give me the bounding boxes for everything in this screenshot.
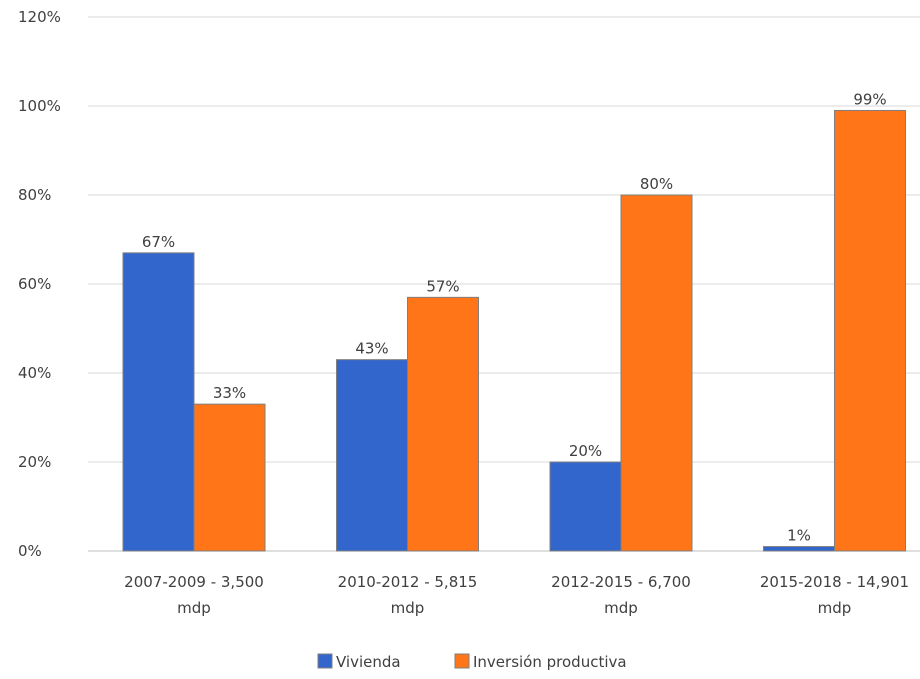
bar-vivienda-4 — [763, 546, 835, 552]
legend-label-vivienda: Vivienda — [336, 653, 401, 671]
bars — [122, 109, 906, 552]
x-category-label: 2012-2015 - 6,700 mdp — [551, 573, 691, 617]
data-labels: 67% 43% 20% 1% 33% 57% 80% 99% — [142, 90, 887, 544]
data-label: 80% — [640, 175, 673, 193]
y-tick-label: 0% — [18, 542, 42, 560]
legend-label-inversion-productiva: Inversión productiva — [473, 653, 627, 671]
bar-vivienda-2 — [336, 359, 408, 552]
y-tick-label: 60% — [18, 275, 51, 293]
bar-inversion-productiva-4 — [834, 109, 906, 552]
legend-swatch-inversion-productiva — [454, 653, 470, 669]
y-axis-ticks: 0% 20% 40% 60% 80% 100% 120% — [18, 8, 61, 560]
legend-swatch-vivienda — [317, 653, 333, 669]
x-axis-categories: 2007-2009 - 3,500 mdp 2010-2012 - 5,815 mdp… — [124, 573, 909, 617]
bar-inversion-productiva-1 — [193, 403, 266, 552]
data-label: 33% — [213, 384, 246, 402]
x-category-label: 2010-2012 - 5,815 mdp — [338, 573, 478, 617]
bar-inversion-productiva-2 — [407, 296, 479, 552]
x-category-label: 2015-2018 - 14,901 mdp — [760, 573, 909, 617]
legend: Vivienda Inversión productiva — [317, 653, 627, 671]
y-tick-label: 100% — [18, 97, 61, 115]
data-label: 43% — [355, 340, 388, 358]
y-tick-label: 120% — [18, 8, 61, 26]
bar-vivienda-1 — [122, 252, 195, 552]
data-label: 57% — [426, 277, 459, 295]
y-tick-label: 80% — [18, 186, 51, 204]
data-label: 67% — [142, 233, 175, 251]
data-label: 20% — [569, 442, 602, 460]
data-label: 99% — [853, 90, 886, 108]
y-tick-label: 20% — [18, 453, 51, 471]
bar-vivienda-3 — [549, 461, 622, 552]
bar-inversion-productiva-3 — [620, 194, 693, 552]
data-label: 1% — [787, 527, 811, 545]
y-tick-label: 40% — [18, 364, 51, 382]
x-category-label: 2007-2009 - 3,500 mdp — [124, 573, 264, 617]
